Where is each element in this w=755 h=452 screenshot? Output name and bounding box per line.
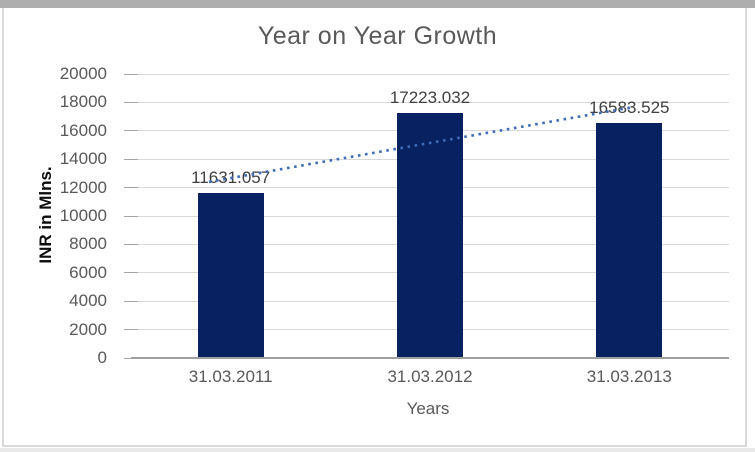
y-axis-tick: [124, 243, 138, 245]
y-tick-label: 2000: [69, 319, 107, 339]
y-tick-label: 10000: [59, 206, 107, 225]
data-label: 11631.057: [191, 167, 271, 187]
y-axis-tick: [124, 101, 138, 103]
gridline: [131, 101, 729, 103]
x-tick-label: 31.03.2011: [188, 367, 273, 386]
window-bottom-edge: [0, 448, 755, 452]
y-tick-label: 0: [97, 348, 107, 367]
gridline: [131, 73, 729, 75]
chart-border-left: [2, 8, 4, 446]
x-tick-label: 31.03.2013: [586, 367, 672, 386]
y-tick-label: 18000: [59, 92, 107, 112]
y-axis-tick: [124, 272, 138, 274]
y-axis-tick: [124, 158, 138, 160]
y-axis-tick: [124, 300, 138, 302]
y-axis-tick: [124, 187, 138, 189]
y-axis-tick: [124, 130, 138, 132]
x-axis-title: Years: [406, 399, 450, 418]
chart-title: Year on Year Growth: [257, 22, 498, 50]
y-axis-tick: [124, 329, 138, 331]
y-tick-label: 20000: [59, 64, 107, 83]
y-tick-label: 8000: [69, 234, 107, 254]
y-tick-label: 12000: [59, 177, 107, 197]
x-tick-label: 31.03.2012: [387, 367, 473, 386]
y-axis-tick: [124, 215, 138, 217]
x-axis-line: [131, 357, 729, 359]
y-tick-label: 16000: [59, 120, 107, 140]
window-top-edge: [0, 0, 755, 8]
data-label: 16583.525: [589, 97, 670, 117]
bar-31.03.2011: [197, 192, 264, 358]
chart-border-bottom: [2, 445, 747, 447]
bar-31.03.2012: [397, 113, 463, 358]
y-tick-label: 6000: [69, 262, 107, 282]
y-axis-tick: [124, 73, 138, 75]
chart-border-right: [745, 8, 747, 446]
bar-31.03.2013: [596, 122, 663, 358]
y-tick-label: 4000: [69, 291, 107, 311]
data-label: 17223.032: [389, 88, 471, 108]
y-tick-label: 14000: [59, 149, 107, 169]
